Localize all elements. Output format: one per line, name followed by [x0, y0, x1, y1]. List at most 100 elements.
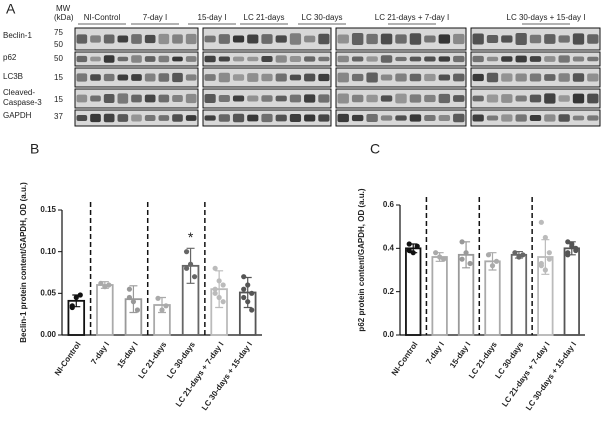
data-point: [216, 294, 222, 301]
data-point: [538, 219, 544, 225]
data-point: [406, 241, 412, 247]
blot-band: [117, 114, 129, 122]
blot-band: [204, 55, 216, 63]
blot-band: [261, 34, 273, 44]
mw-marker: 15: [54, 73, 63, 82]
bar: [405, 247, 422, 336]
blot-band: [337, 93, 349, 104]
data-point: [565, 239, 571, 245]
blot-band: [572, 115, 585, 121]
blot-band: [409, 94, 422, 103]
blot-band: [472, 95, 484, 102]
data-point: [410, 250, 416, 256]
blot-band: [515, 73, 527, 82]
data-point: [216, 278, 222, 284]
blot-band: [261, 95, 273, 102]
blot-band: [218, 34, 230, 44]
blot-band: [90, 113, 101, 123]
significance-mark: *: [188, 229, 194, 245]
data-point: [406, 247, 412, 254]
blot-band: [366, 56, 378, 62]
blot-band: [247, 34, 259, 44]
blot-band: [247, 114, 259, 122]
blot-band: [304, 94, 316, 103]
blot-band: [204, 74, 216, 81]
blot-band: [275, 35, 287, 43]
blot-band: [529, 115, 542, 121]
blot-band: [144, 34, 156, 44]
blot-band: [261, 55, 273, 63]
blot-band: [318, 56, 330, 62]
data-point: [183, 265, 190, 271]
blot-band: [438, 34, 451, 44]
blot-band: [204, 115, 216, 121]
blot-band: [486, 72, 499, 83]
blot-band: [158, 55, 170, 63]
blot-band: [172, 56, 183, 62]
blot-band: [486, 94, 499, 103]
blot-band: [472, 55, 484, 63]
data-point: [212, 286, 218, 292]
blot-band: [172, 34, 183, 44]
blot-band: [318, 114, 330, 122]
protein-label: Cleaved-: [3, 88, 35, 97]
blot-band: [529, 94, 542, 103]
blot-band: [204, 93, 216, 104]
x-tick-label: LC 21-days: [137, 340, 169, 381]
blot-band: [558, 95, 570, 102]
data-point: [245, 299, 251, 305]
blot-band: [337, 55, 349, 63]
blot-band: [424, 115, 436, 121]
blot-band: [90, 74, 101, 81]
data-point: [512, 250, 518, 256]
blot-band: [275, 114, 287, 122]
blot-band: [144, 114, 156, 122]
blot-band: [76, 73, 88, 82]
blot-band: [529, 73, 542, 82]
mw-header: MW: [56, 4, 71, 13]
data-point: [245, 282, 251, 288]
data-point: [459, 256, 465, 262]
blot-band: [572, 56, 585, 62]
blot-band: [529, 34, 542, 44]
blot-band: [261, 73, 273, 82]
x-tick-label: LC 21-days + 7-day I: [500, 340, 552, 408]
blot-band: [587, 73, 599, 82]
blot-band: [172, 114, 183, 122]
data-point: [573, 245, 579, 251]
blot-band: [172, 95, 183, 102]
x-tick-label: LC 30-days + 15-day I: [524, 340, 578, 412]
blot-band: [76, 55, 88, 63]
blot-band: [558, 114, 570, 122]
data-point: [241, 294, 247, 301]
data-point: [241, 274, 247, 280]
blot-band: [558, 73, 570, 82]
blot-band: [131, 34, 142, 44]
blot-band: [438, 93, 451, 104]
data-point: [220, 282, 226, 288]
blot-band: [515, 55, 527, 63]
data-point: [134, 307, 141, 313]
data-point: [565, 252, 571, 258]
blot-band: [409, 33, 422, 45]
blot-band: [275, 73, 287, 82]
blot-band: [351, 94, 364, 103]
y-tick-label: 0.0: [383, 330, 395, 339]
blot-band: [103, 73, 115, 82]
blot-band: [247, 95, 259, 102]
blot-band: [409, 56, 422, 62]
bar: [96, 284, 114, 336]
blot-band: [289, 33, 302, 45]
group-label: 15-day I: [198, 13, 227, 22]
y-tick-label: 0.15: [40, 205, 56, 214]
blot-band: [380, 95, 393, 102]
data-point: [183, 249, 190, 255]
data-point: [98, 280, 104, 286]
blot-band: [572, 93, 585, 104]
data-point: [569, 241, 575, 247]
blot-band: [76, 34, 88, 44]
blot-band: [438, 114, 451, 122]
blot-band: [395, 34, 407, 44]
protein-label: Caspase-3: [3, 98, 42, 107]
y-axis-label: Beclin-1 protein content/GAPDH, OD (a.u.…: [19, 182, 28, 343]
